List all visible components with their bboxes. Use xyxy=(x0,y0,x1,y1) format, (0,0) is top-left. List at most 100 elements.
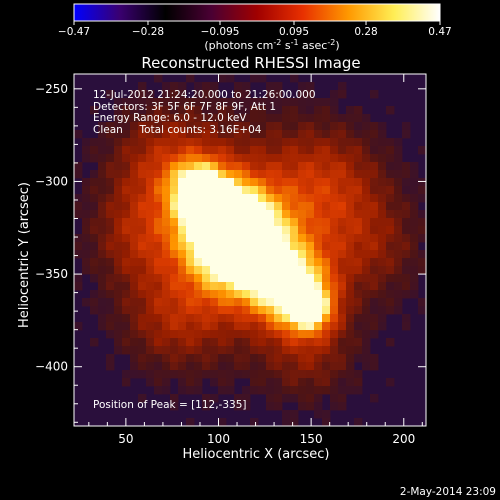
heatmap-cell xyxy=(226,290,235,299)
heatmap-cell xyxy=(370,202,379,211)
heatmap-cell xyxy=(138,202,147,211)
heatmap-cell xyxy=(242,210,251,219)
heatmap-cell xyxy=(306,274,315,283)
heatmap-cell xyxy=(338,242,347,251)
heatmap-cell xyxy=(234,162,243,171)
heatmap-cell xyxy=(322,330,331,339)
heatmap-cell xyxy=(362,202,371,211)
heatmap-cell xyxy=(370,138,379,147)
heatmap-cell xyxy=(298,234,307,243)
heatmap-cell xyxy=(226,154,235,163)
heatmap-cell xyxy=(74,234,83,243)
heatmap-cell xyxy=(218,282,227,291)
heatmap-cell xyxy=(410,250,419,259)
heatmap-cell xyxy=(394,154,403,163)
heatmap-cell xyxy=(378,194,387,203)
heatmap-cell xyxy=(306,194,315,203)
heatmap-cell xyxy=(266,162,275,171)
heatmap-cell xyxy=(98,274,107,283)
heatmap-cell xyxy=(122,330,131,339)
heatmap-cell xyxy=(362,186,371,195)
heatmap-cell xyxy=(146,186,155,195)
heatmap-cell xyxy=(170,178,179,187)
heatmap-cell xyxy=(218,242,227,251)
heatmap-cell xyxy=(298,370,307,379)
heatmap-cell xyxy=(82,154,91,163)
heatmap-cell xyxy=(410,170,419,179)
heatmap-cell xyxy=(210,266,219,275)
heatmap-cell xyxy=(306,282,315,291)
heatmap-cell xyxy=(218,106,227,115)
heatmap-cell xyxy=(138,98,147,107)
heatmap-cell xyxy=(154,314,163,323)
heatmap-cell xyxy=(250,290,259,299)
heatmap-cell xyxy=(146,258,155,267)
heatmap-cell xyxy=(138,154,147,163)
heatmap-cell xyxy=(226,266,235,275)
heatmap-cell xyxy=(314,250,323,259)
heatmap-cell xyxy=(90,242,99,251)
heatmap-cell xyxy=(146,370,155,379)
heatmap-cell xyxy=(170,130,179,139)
heatmap-cell xyxy=(130,146,139,155)
heatmap-cell xyxy=(346,362,355,371)
heatmap-cell xyxy=(154,338,163,347)
heatmap-cell xyxy=(202,362,211,371)
heatmap-cell xyxy=(194,210,203,219)
heatmap-cell xyxy=(250,210,259,219)
heatmap-cell xyxy=(410,282,419,291)
heatmap-cell xyxy=(314,130,323,139)
chart-title: Reconstructed RHESSI Image xyxy=(141,54,360,72)
heatmap-cell xyxy=(186,306,195,315)
heatmap-cell xyxy=(418,210,426,219)
heatmap-cell xyxy=(106,330,115,339)
heatmap-cell xyxy=(322,178,331,187)
heatmap-cell xyxy=(154,258,163,267)
heatmap-cell xyxy=(362,298,371,307)
heatmap-cell xyxy=(186,170,195,179)
heatmap-cell xyxy=(338,274,347,283)
heatmap-cell xyxy=(74,170,83,179)
heatmap-cell xyxy=(218,306,227,315)
heatmap-cell xyxy=(290,394,299,403)
heatmap-cell xyxy=(218,338,227,347)
heatmap-cell xyxy=(186,122,195,131)
heatmap-cell xyxy=(258,298,267,307)
heatmap-cell xyxy=(314,322,323,331)
heatmap-cell xyxy=(314,378,323,387)
heatmap-cell xyxy=(338,178,347,187)
heatmap-cell xyxy=(154,242,163,251)
heatmap-cell xyxy=(298,330,307,339)
heatmap-cell xyxy=(146,98,155,107)
heatmap-cell xyxy=(130,282,139,291)
heatmap-cell xyxy=(274,186,283,195)
heatmap-cell xyxy=(282,354,291,363)
heatmap-cell xyxy=(138,90,147,99)
heatmap-cell xyxy=(402,322,411,331)
heatmap-cell xyxy=(122,322,131,331)
heatmap-cell xyxy=(234,314,243,323)
heatmap-cell xyxy=(346,122,355,131)
heatmap-cell xyxy=(378,322,387,331)
heatmap-cell xyxy=(178,242,187,251)
heatmap-cell xyxy=(298,306,307,315)
heatmap-cell xyxy=(418,218,426,227)
heatmap-cell xyxy=(218,378,227,387)
heatmap-cell xyxy=(114,266,123,275)
heatmap-cell xyxy=(90,338,99,347)
heatmap-cell xyxy=(138,274,147,283)
heatmap-cell xyxy=(178,130,187,139)
heatmap-cell xyxy=(202,154,211,163)
heatmap-cell xyxy=(274,346,283,355)
heatmap-cell xyxy=(138,394,147,403)
heatmap-cell xyxy=(98,154,107,163)
heatmap-cell xyxy=(202,282,211,291)
heatmap-cell xyxy=(274,298,283,307)
heatmap-cell xyxy=(306,298,315,307)
heatmap-cell xyxy=(242,106,251,115)
heatmap-cell xyxy=(250,162,259,171)
heatmap-cell xyxy=(386,242,395,251)
heatmap-cell xyxy=(218,362,227,371)
heatmap-cell xyxy=(258,274,267,283)
